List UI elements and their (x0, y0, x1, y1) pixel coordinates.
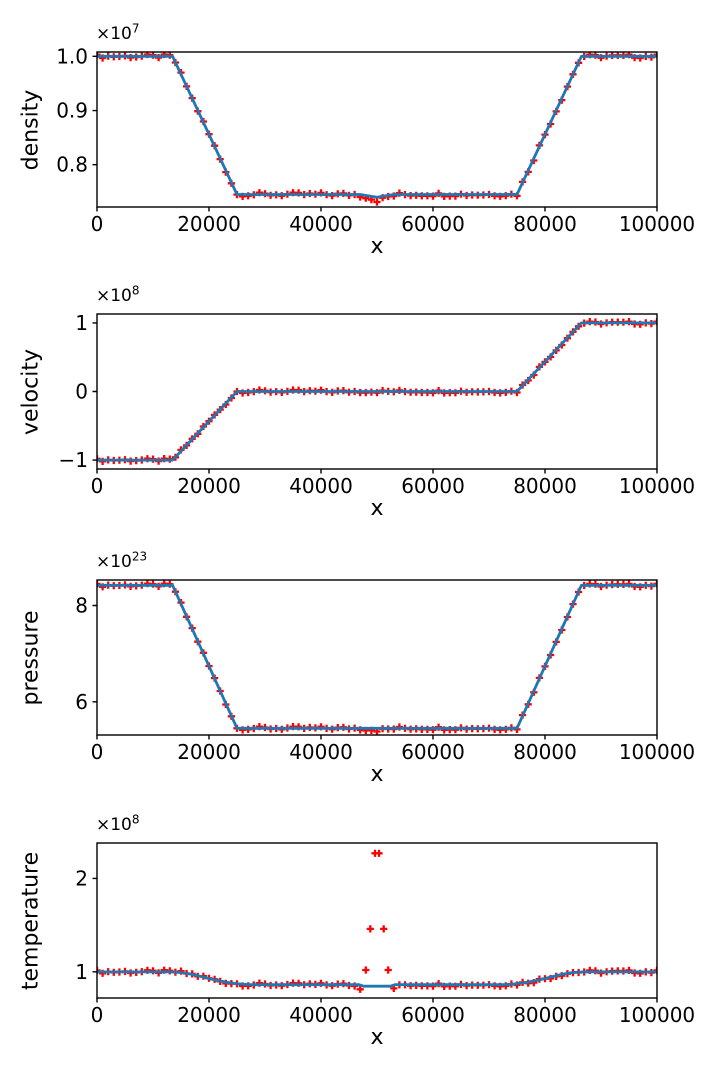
x-tick-label: 80000 (513, 474, 577, 498)
offset-base: ×10 (96, 552, 132, 572)
offset-exponent: 7 (131, 21, 140, 36)
x-tick-label: 40000 (289, 1003, 353, 1027)
x-tick-label: 80000 (513, 1003, 577, 1027)
x-tick-label: 0 (91, 474, 104, 498)
y-tick-label: 0.8 (56, 153, 88, 177)
x-tick-label: 0 (91, 212, 104, 236)
x-tick-label: 0 (91, 1003, 104, 1027)
y-tick-label: 1 (75, 960, 88, 984)
tick-marks (92, 877, 658, 1003)
plot-area-velocity: 0 20000 40000 60000 80000 100000−101 (59, 311, 696, 498)
x-tick-label: 0 (91, 740, 104, 764)
offset-exponent: 23 (131, 549, 148, 564)
x-tick-label: 40000 (289, 740, 353, 764)
plot-area-density: 0 20000 40000 60000 80000 100000 0.8 0.9 1.0 (56, 44, 695, 236)
offset-base: ×10 (96, 815, 132, 835)
x-axis-label: x (370, 1025, 384, 1050)
subplot-temperature: ×108 temperature 0 20000 40000 60000 80000 10… (0, 791, 720, 1061)
y-tick-label: −1 (59, 448, 88, 472)
x-tick-label: 20000 (177, 1003, 241, 1027)
line-series-velocity (97, 321, 657, 462)
x-tick-label: 20000 (177, 740, 241, 764)
axes-spines (96, 579, 658, 736)
x-tick-label: 20000 (177, 474, 241, 498)
axes-spines (96, 51, 658, 208)
x-tick-label: 100000 (619, 1003, 695, 1027)
x-tick-label: 40000 (289, 212, 353, 236)
tick-marks (92, 604, 658, 740)
data-layer-velocity (97, 318, 657, 465)
x-axis-label: x (370, 496, 384, 521)
x-tick-label: 20000 (177, 212, 241, 236)
tick-marks (92, 55, 658, 212)
y-tick-label: 0 (75, 380, 88, 404)
x-tick-label: 80000 (513, 212, 577, 236)
x-tick-label: 60000 (401, 1003, 465, 1027)
line-series-temperature (97, 970, 657, 988)
x-tick-label: 60000 (401, 212, 465, 236)
subplot-density: ×107 density 0 20000 40000 60000 80000 100000… (0, 0, 720, 270)
offset-base: ×10 (96, 286, 132, 306)
x-tick-label: 100000 (619, 474, 695, 498)
y-axis-offset-text: ×108 (96, 283, 140, 306)
plot-area-pressure: 0 20000 40000 60000 80000 100000 6 8 (75, 579, 695, 764)
y-axis-offset-text: ×1023 (96, 549, 148, 572)
y-tick-label: 2 (75, 867, 88, 891)
data-layer-temperature (97, 849, 657, 993)
x-tick-label: 80000 (513, 740, 577, 764)
x-tick-label: 60000 (401, 474, 465, 498)
x-axis-label: x (370, 234, 384, 259)
offset-base: ×10 (96, 24, 132, 44)
scatter-markers-density (97, 52, 657, 206)
x-tick-label: 60000 (401, 740, 465, 764)
y-tick-label: 1 (75, 311, 88, 335)
subplot-velocity: ×108 velocity 0 20000 40000 60000 80000 10000… (0, 262, 720, 532)
y-tick-label: 1.0 (56, 44, 88, 68)
offset-exponent: 8 (131, 812, 140, 827)
scatter-markers-pressure (97, 580, 657, 735)
offset-exponent: 8 (131, 283, 140, 298)
x-tick-label: 100000 (619, 740, 695, 764)
data-layer-pressure (97, 580, 657, 735)
x-tick-label: 100000 (619, 212, 695, 236)
axes-spines (96, 842, 658, 999)
plot-area-temperature: 0 20000 40000 60000 80000 100000 1 2 (75, 842, 695, 1027)
y-axis-offset-text: ×108 (96, 812, 140, 835)
x-tick-label: 40000 (289, 474, 353, 498)
y-tick-label: 0.9 (56, 99, 88, 123)
line-series-density (97, 54, 657, 199)
x-axis-label: x (370, 762, 384, 787)
tick-marks (92, 322, 658, 474)
subplot-pressure: ×1023 pressure 0 20000 40000 60000 80000 1000… (0, 528, 720, 798)
y-axis-offset-text: ×107 (96, 21, 140, 44)
data-layer-density (97, 52, 657, 206)
line-series-pressure (97, 583, 657, 730)
y-tick-label: 6 (75, 690, 88, 714)
y-tick-label: 8 (75, 594, 88, 618)
